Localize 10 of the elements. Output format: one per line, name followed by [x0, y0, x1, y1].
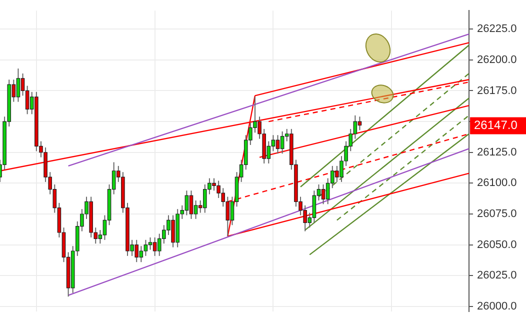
y-tick-label: 26175.0: [477, 84, 517, 97]
y-tick-label: 26225.0: [477, 23, 517, 36]
y-tick-label: 26100.0: [477, 177, 517, 190]
y-tick-label: 26200.0: [477, 54, 517, 66]
y-tick-label: 26025.0: [477, 270, 517, 282]
y-tick-label: 26000.0: [477, 300, 517, 312]
text: 26147.0: [474, 118, 518, 132]
y-tick-label: 26075.0: [477, 208, 517, 220]
y-tick-label: 26050.0: [477, 238, 517, 251]
y-tick-label: 26125.0: [477, 146, 517, 158]
